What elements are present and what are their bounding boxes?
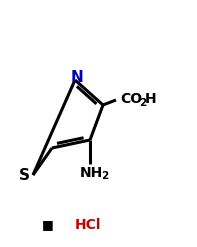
Text: HCl: HCl: [75, 218, 101, 232]
Text: CO: CO: [120, 92, 142, 106]
Text: NH: NH: [79, 166, 103, 180]
Text: ■: ■: [42, 219, 54, 231]
Text: S: S: [19, 167, 30, 183]
Text: 2: 2: [101, 171, 109, 181]
Text: N: N: [71, 70, 83, 85]
Text: H: H: [145, 92, 157, 106]
Text: 2: 2: [139, 98, 146, 107]
